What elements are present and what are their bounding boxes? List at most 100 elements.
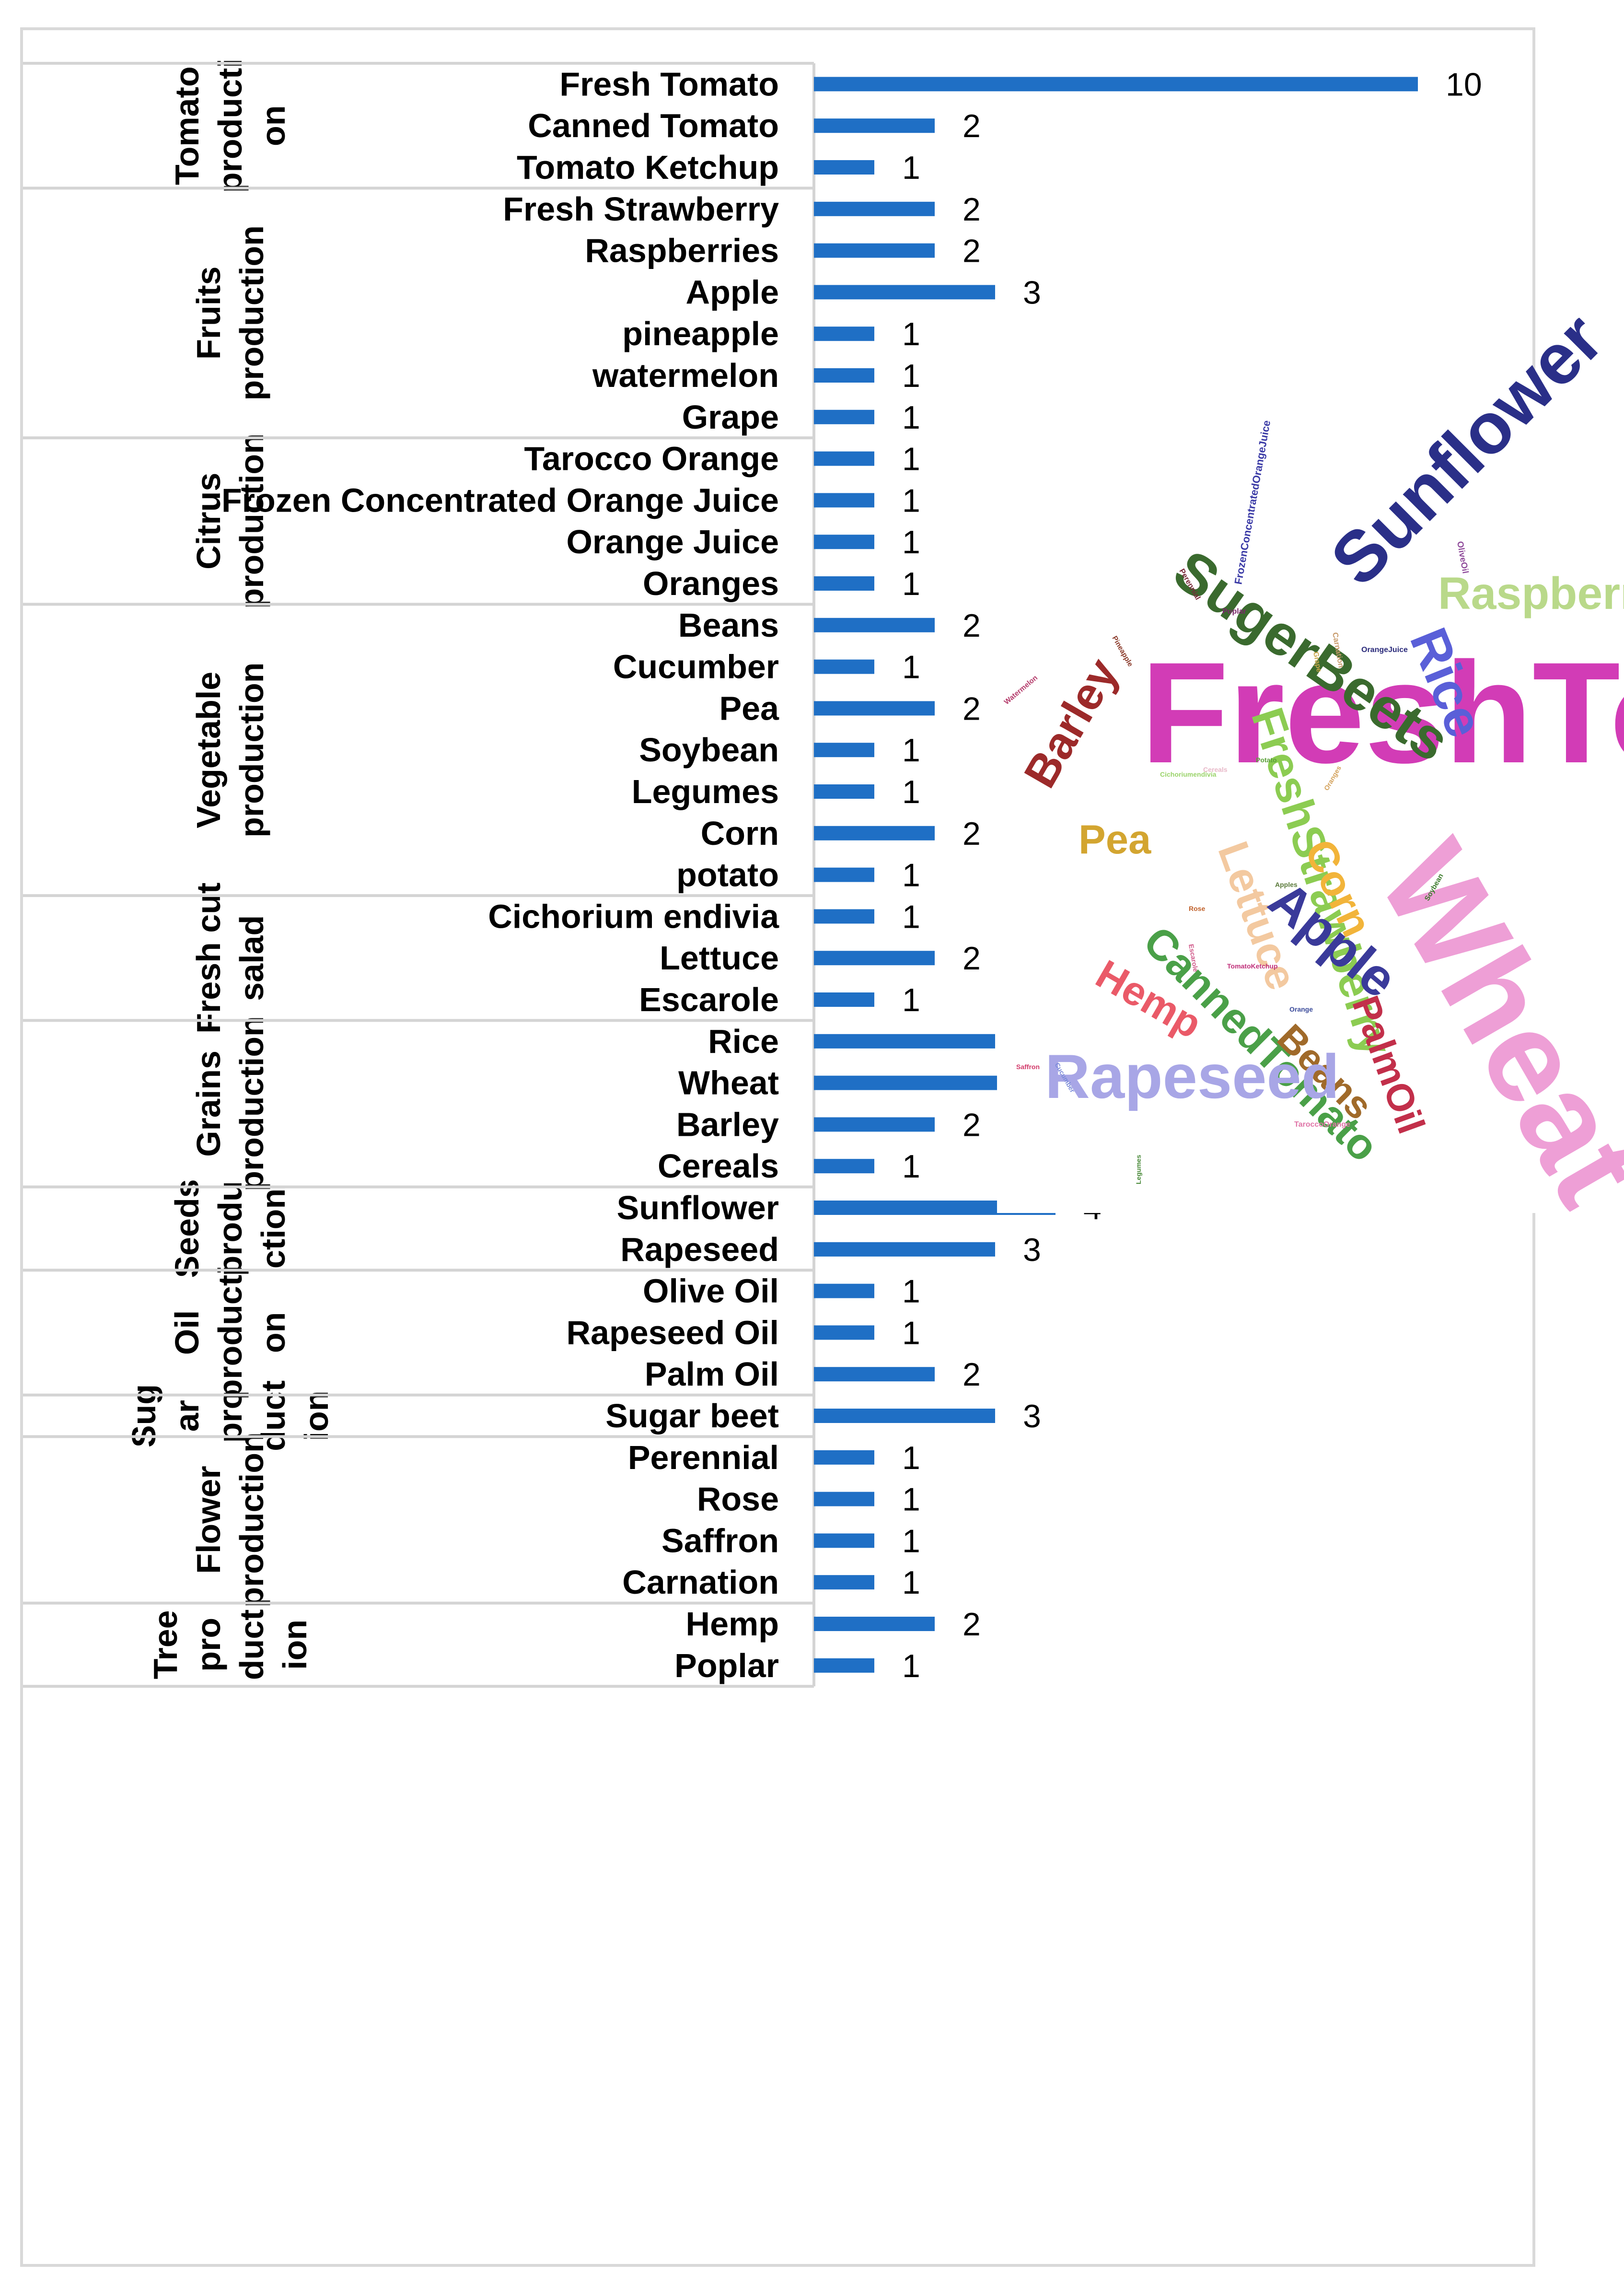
word-cloud-word: Orange [1289, 1005, 1313, 1013]
category-label: Legumes [632, 773, 779, 810]
group-label-line: ion [298, 1391, 335, 1441]
bar [814, 784, 874, 799]
data-label: 1 [902, 441, 920, 478]
bar [814, 1034, 995, 1049]
category-label: Tomato Ketchup [517, 149, 779, 186]
data-label: 1 [902, 1440, 920, 1476]
bar [814, 1409, 995, 1423]
data-label: 1 [902, 774, 920, 810]
category-label: watermelon [592, 357, 779, 394]
category-label: Beans [678, 606, 779, 644]
bar [814, 1283, 874, 1298]
data-label: 1 [902, 1273, 920, 1310]
group-label: Citrus production [190, 433, 270, 608]
category-label: Orange Juice [566, 523, 779, 560]
group-label-line: producti [211, 1265, 249, 1400]
bar [814, 285, 995, 300]
data-label: 1 [902, 1648, 920, 1684]
bar [814, 867, 874, 882]
bar [814, 826, 935, 840]
group-label: Vegetable production [190, 662, 270, 837]
data-label: 1 [902, 399, 920, 436]
category-label: Tarocco Orange [524, 440, 779, 478]
bar [814, 160, 874, 175]
word-cloud-word: Legumes [1135, 1155, 1142, 1184]
category-label: Pea [719, 689, 779, 727]
bar [814, 368, 874, 383]
group-label: Tomato producti on [168, 58, 292, 193]
category-label: Rice [708, 1023, 779, 1060]
category-label: potato [676, 856, 779, 894]
group-label-line: pro [190, 1618, 227, 1672]
category-label: Canned Tomato [528, 107, 779, 144]
group-label-line: Fresh cut [190, 883, 227, 1034]
group-label-line: duct [233, 1610, 270, 1680]
word-cloud: FreshTomatoWheatSunflowerSugerBeetsRiceR… [997, 298, 1624, 1227]
group-label-line: on [255, 1312, 292, 1353]
group-label-line: Fruits [190, 267, 227, 360]
word-cloud-word: Potato [1256, 756, 1277, 764]
category-label: Grape [682, 398, 779, 436]
category-label: Poplar [674, 1647, 779, 1684]
word-cloud-word: Saffron [1016, 1063, 1040, 1071]
group-label-line: salad [233, 915, 270, 1001]
group-label-line: pro [211, 1389, 249, 1443]
category-label: Cereals [658, 1147, 779, 1185]
group-label-line: production [233, 662, 270, 837]
group-label: Oil producti on [168, 1265, 292, 1400]
data-label: 1 [902, 898, 920, 935]
category-label: Raspberries [585, 232, 779, 269]
data-label: 2 [963, 108, 981, 144]
data-label: 2 [963, 1107, 981, 1143]
data-label: 2 [963, 191, 981, 228]
group-label-line: production [233, 1432, 270, 1607]
word-cloud-word: Rapeseed [1045, 1041, 1339, 1111]
bar [814, 1617, 935, 1631]
category-label: Frozen Concentrated Orange Juice [221, 481, 779, 519]
category-label: pineapple [622, 315, 779, 352]
category-label: Olive Oil [643, 1272, 779, 1310]
group-label-line: ar [168, 1400, 206, 1432]
category-label: Rapeseed [620, 1231, 779, 1268]
data-label: 3 [1023, 1398, 1041, 1435]
bar [814, 327, 874, 341]
category-label: Perennial [628, 1439, 779, 1476]
bar [814, 1575, 874, 1590]
bar [814, 1117, 935, 1132]
group-label-line: Grains [190, 1050, 227, 1157]
word-cloud-word: Cichoriumendivia [1160, 770, 1217, 778]
data-label: 1 [902, 566, 920, 602]
category-label: Oranges [643, 565, 779, 602]
bar [814, 118, 935, 133]
data-label: 1 [902, 732, 920, 769]
data-label: 1 [902, 1148, 920, 1185]
category-label: Lettuce [660, 939, 779, 977]
bar [814, 909, 874, 924]
bar [814, 409, 874, 424]
data-label: 1 [902, 150, 920, 186]
data-label: 1 [902, 1481, 920, 1518]
group-label-line: producti [211, 58, 249, 193]
word-cloud-word: Cereals [1203, 766, 1228, 773]
data-label: 2 [963, 816, 981, 852]
category-label: Cichorium endivia [488, 898, 779, 935]
category-label: Saffron [661, 1522, 779, 1559]
category-label: Apple [686, 273, 779, 311]
category-label: Rose [697, 1481, 779, 1518]
data-label: 1 [902, 358, 920, 394]
bar [814, 618, 935, 632]
word-cloud-word: Poplar [1222, 607, 1246, 616]
category-label: Wheat [678, 1064, 779, 1102]
category-label: Escarole [639, 981, 779, 1018]
bar [814, 243, 935, 258]
bar [814, 1325, 874, 1340]
group-label-line: ction [255, 1189, 292, 1269]
group-label-line: Oil [168, 1310, 206, 1355]
category-label: Palm Oil [645, 1355, 779, 1393]
group-label-line: Citrus [190, 473, 227, 570]
bar [814, 659, 874, 674]
word-cloud-background [997, 379, 1606, 1213]
category-label: Cucumber [613, 648, 779, 686]
